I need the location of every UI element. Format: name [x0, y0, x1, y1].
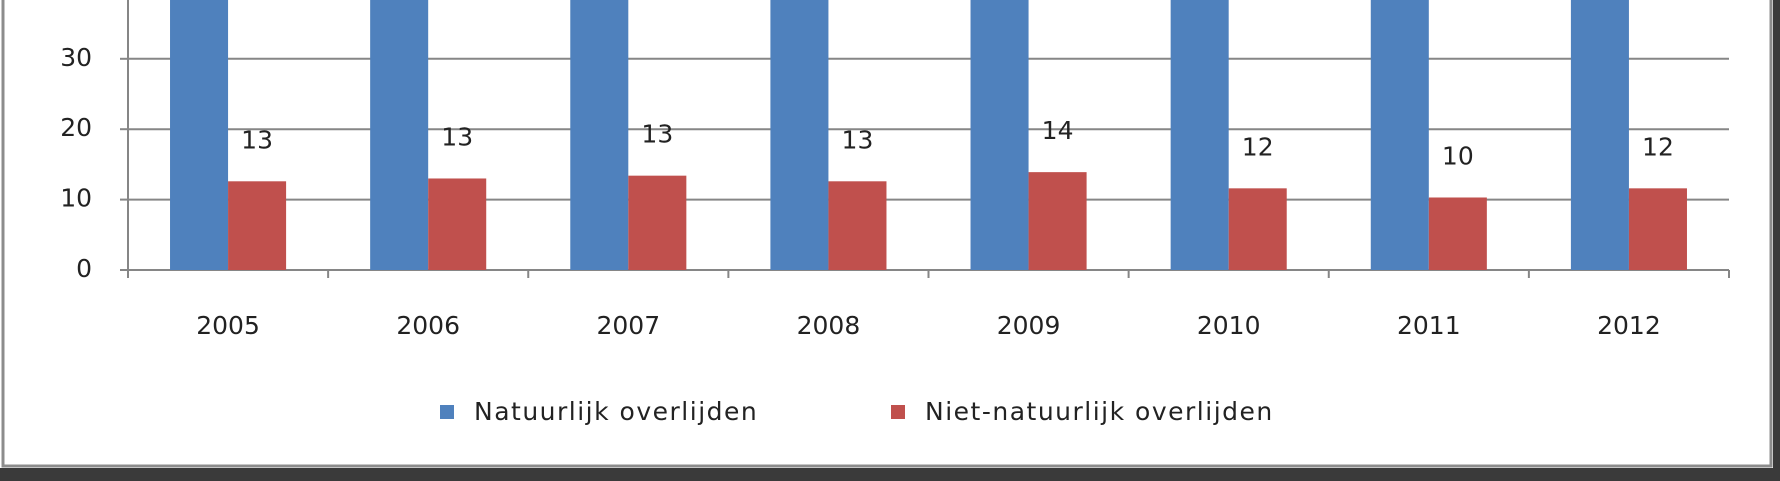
bar [1628, 188, 1687, 270]
y-tick-label: 20 [60, 113, 92, 142]
y-tick-label: 40 [60, 0, 92, 1]
bar [970, 0, 1029, 270]
x-tick-label: 2005 [196, 311, 260, 340]
chart-frame [1, 0, 1773, 468]
bar [1370, 0, 1429, 270]
data-label: 14 [1042, 116, 1074, 145]
x-tick-label: 2010 [1197, 311, 1261, 340]
data-label: 13 [241, 125, 273, 154]
legend-swatch [891, 405, 905, 419]
bar [170, 0, 229, 271]
bar [1228, 188, 1287, 270]
bar [1170, 0, 1229, 270]
data-label: 12 [1642, 132, 1674, 161]
bar [1028, 172, 1087, 270]
data-label: 10 [1442, 141, 1474, 170]
bar [770, 0, 829, 271]
bar [570, 0, 629, 270]
bar [370, 0, 429, 270]
legend-swatch [440, 405, 454, 419]
x-tick-label: 2011 [1397, 311, 1461, 340]
legend-label: Natuurlijk overlijden [474, 397, 758, 426]
y-tick-label: 10 [60, 184, 92, 213]
x-tick-label: 2007 [597, 311, 661, 340]
y-tick-label: 30 [60, 43, 92, 72]
bar [628, 175, 687, 270]
bar [828, 181, 887, 270]
data-label: 13 [641, 120, 673, 149]
data-label: 13 [842, 125, 874, 154]
x-tick-label: 2008 [797, 311, 861, 340]
x-tick-label: 2009 [997, 311, 1061, 340]
bar [1428, 197, 1487, 270]
legend-label: Niet-natuurlijk overlijden [925, 397, 1274, 426]
bar [1570, 0, 1629, 270]
frame-shadow-right [1773, 0, 1780, 481]
bar [428, 178, 487, 270]
frame-shadow [0, 468, 1780, 481]
data-label: 12 [1242, 132, 1274, 161]
data-label: 13 [441, 122, 473, 151]
y-tick-label: 0 [76, 254, 92, 283]
x-tick-label: 2012 [1597, 311, 1661, 340]
bar [228, 181, 287, 270]
x-tick-label: 2006 [396, 311, 460, 340]
